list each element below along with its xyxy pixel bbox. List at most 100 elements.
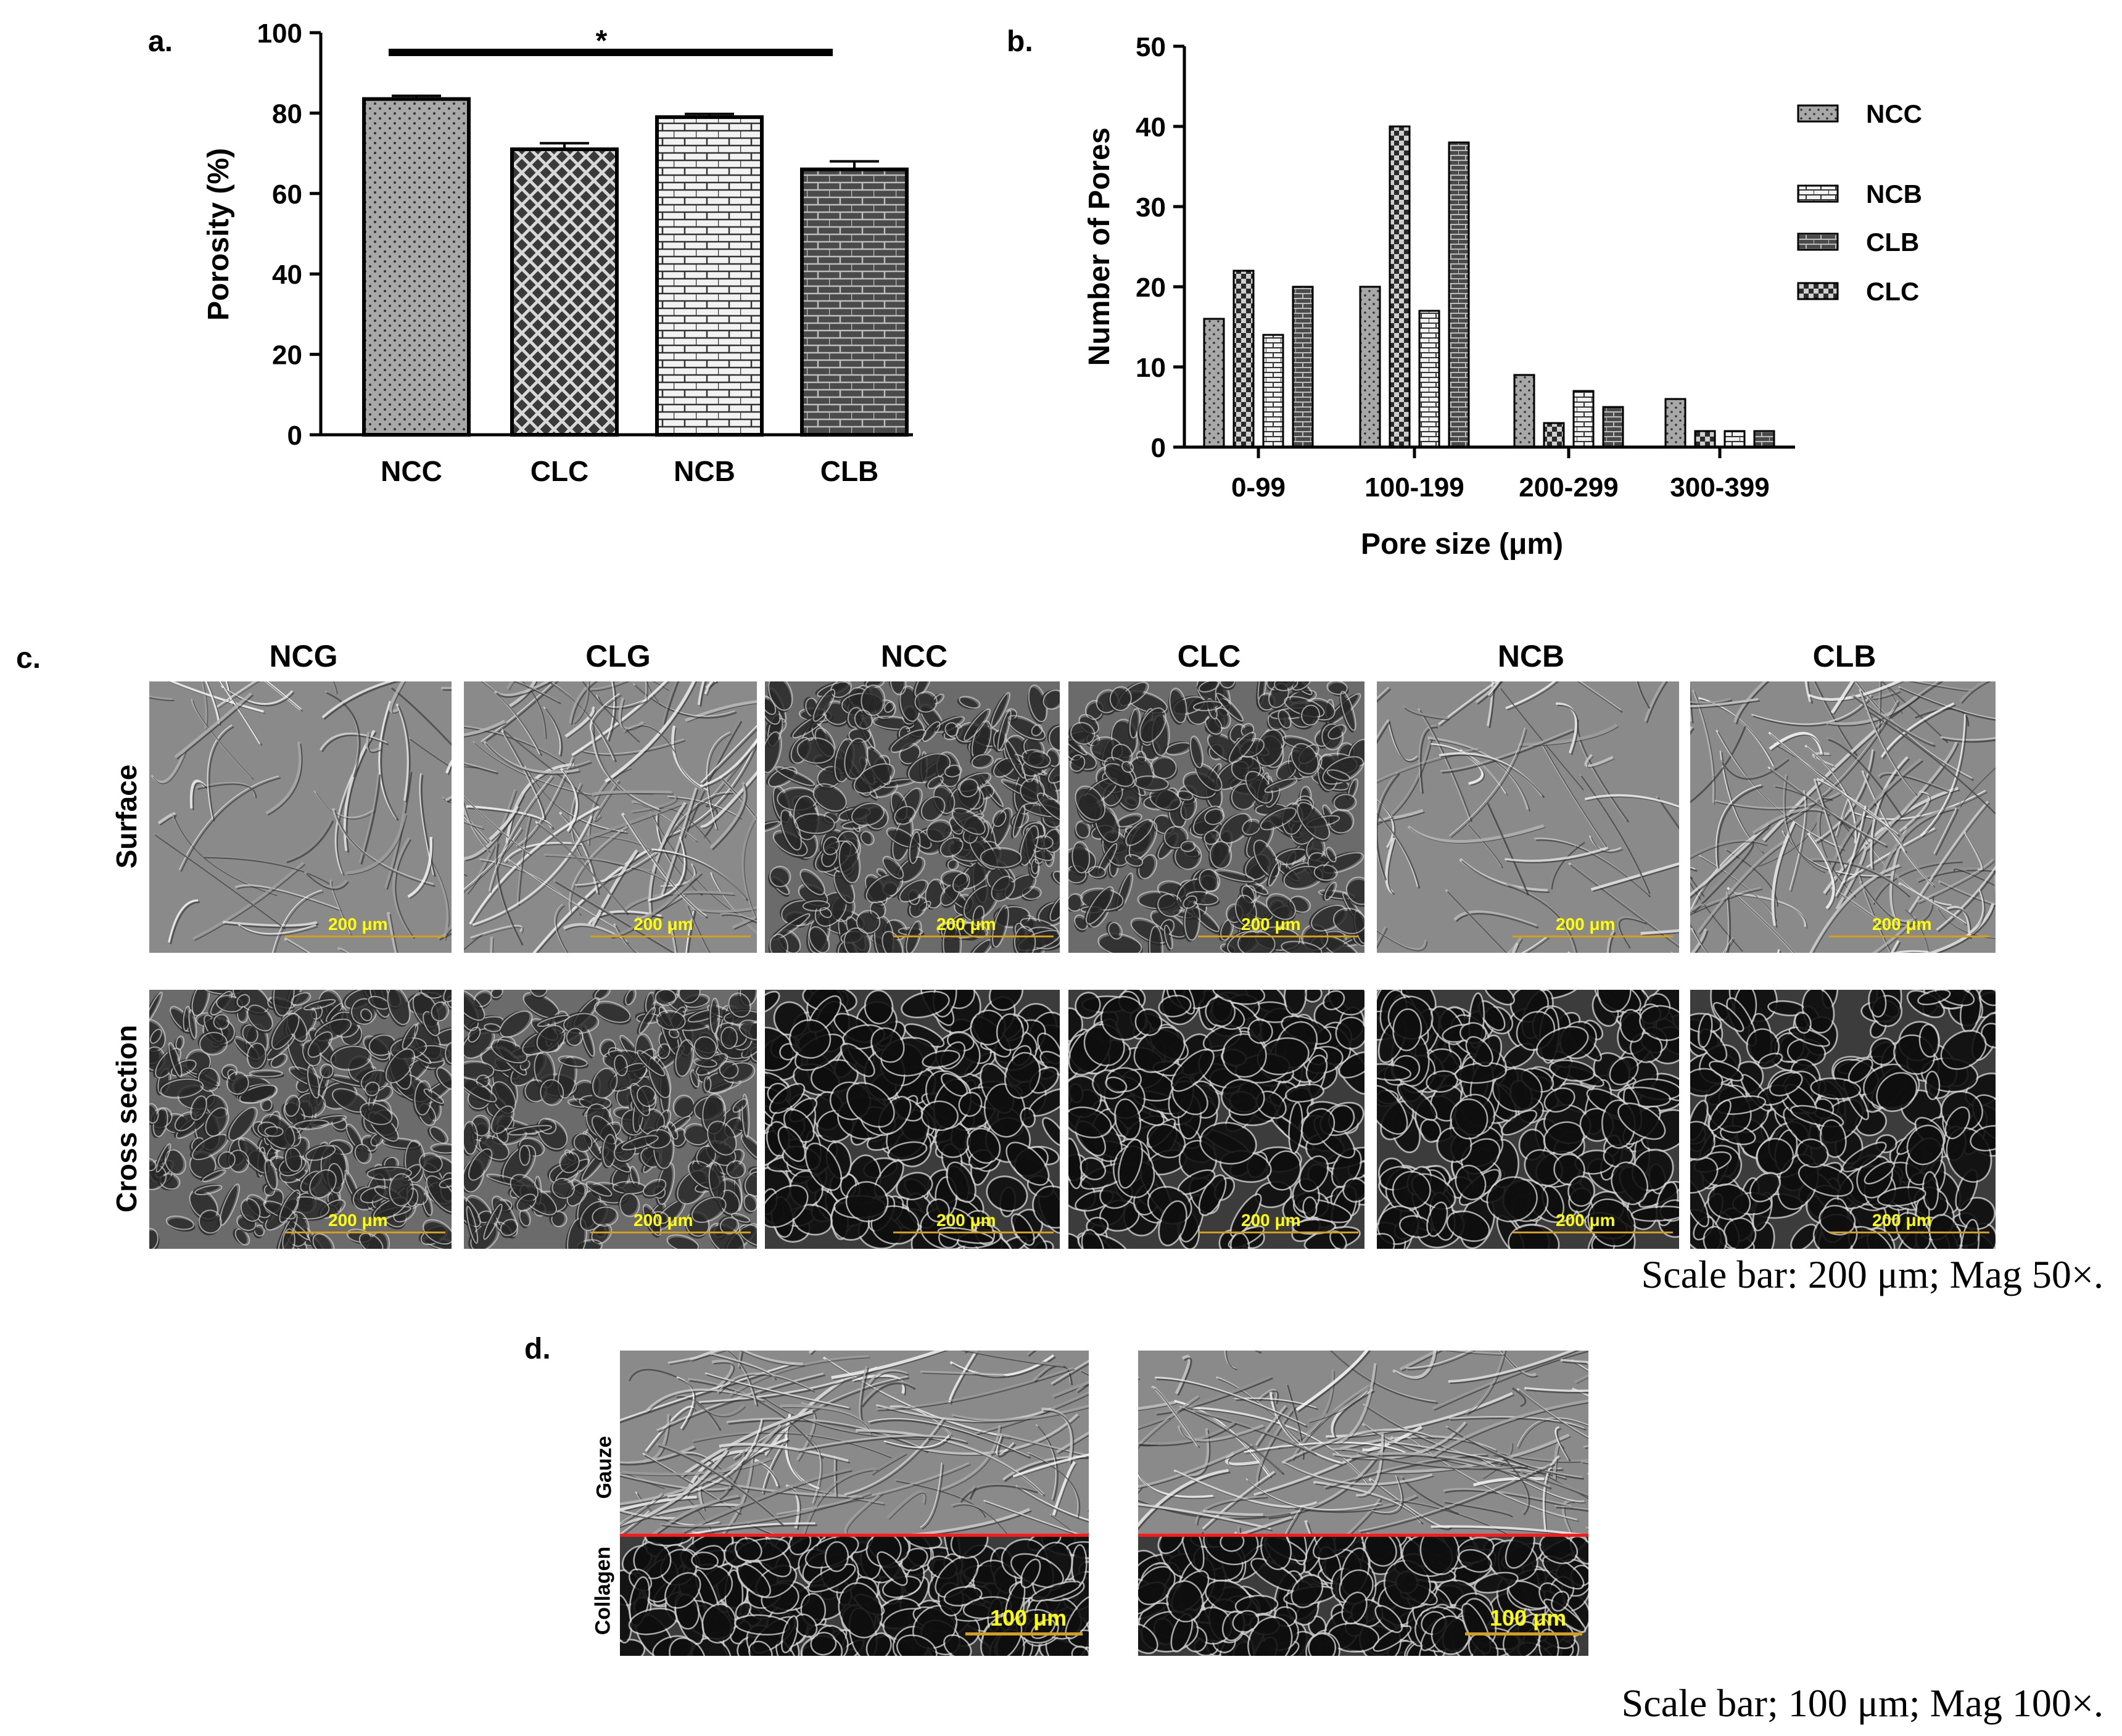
y-tick-label: 80: [272, 99, 302, 129]
bar-clc-100-199: [1389, 125, 1411, 448]
legend-label-ncb: NCB: [1866, 179, 1922, 208]
bar-ncb-0-99: [1262, 334, 1284, 448]
panel-label-d: d.: [524, 1333, 551, 1365]
porosity-chart: 0 20 40 60 80 100 NCC CLC NCB CLB Porosity (%) *: [202, 19, 913, 487]
y-axis: 0 20 40 60 80 100: [257, 19, 323, 451]
legend-swatch-clc: [1797, 282, 1839, 300]
bar-clc-0-99: [1232, 269, 1255, 448]
caption-panel-c: Scale bar: 200 μm; Mag 50×.: [1641, 1253, 2103, 1296]
y-tick-label: 0: [287, 421, 302, 451]
sem-image-clc-cross-section: 200 μm: [1068, 990, 1364, 1249]
sem-image-interface-1: 100 μm: [620, 1351, 1089, 1656]
label-collagen: Collagen: [591, 1546, 615, 1635]
sem-image-ncg-cross-section: 200 μm: [149, 990, 452, 1249]
y-tick-label: 0: [1151, 433, 1166, 463]
bar-ncc: [362, 97, 471, 437]
bar-clb: [800, 167, 909, 437]
sem-image-clb-surface: 200 μm: [1690, 681, 1996, 953]
row-label-cross-section: Cross section: [110, 1024, 142, 1213]
y-tick-label: 10: [1136, 353, 1166, 383]
row-label-surface: Surface: [110, 764, 142, 869]
sem-image-ncc-cross-section: 200 μm: [765, 990, 1060, 1249]
bar-ncc-0-99: [1203, 318, 1225, 448]
label-gauze: Gauze: [592, 1436, 616, 1499]
bar-clc-300-399: [1694, 430, 1716, 448]
sem-image-clc-surface: 200 μm: [1068, 681, 1364, 953]
x-tick-label: 0-99: [1231, 472, 1286, 503]
sem-image-clg-cross-section: 200 μm: [464, 990, 757, 1249]
bar-clc-200-299: [1543, 422, 1565, 448]
y-tick-label: 100: [257, 19, 302, 49]
scale-bar-label: 100 μm: [1490, 1605, 1567, 1631]
x-tick-label: CLC: [530, 455, 589, 487]
scale-bar-line: [285, 1232, 445, 1233]
scale-bar-line: [893, 1232, 1054, 1233]
significance-star: *: [596, 25, 608, 57]
y-tick-label: 60: [272, 179, 302, 210]
bar-clc: [510, 147, 619, 437]
gauze-collagen-interface-line: [1138, 1534, 1588, 1537]
x-tick-label: 200-299: [1519, 472, 1618, 503]
sem-image-ncb-surface: 200 μm: [1377, 681, 1679, 953]
scale-bar-line: [1513, 936, 1673, 937]
column-title-clb: CLB: [1812, 639, 1876, 673]
scale-bar-line: [1465, 1632, 1582, 1635]
scale-bar-line: [893, 936, 1054, 937]
y-tick-label: 30: [1136, 192, 1166, 223]
scale-bar-label: 200 μm: [1241, 915, 1301, 934]
x-tick-label: NCC: [381, 455, 442, 487]
bar-ncc-300-399: [1664, 398, 1686, 448]
scale-bar-label: 200 μm: [328, 1211, 388, 1230]
y-tick-label: 50: [1136, 32, 1166, 62]
x-tick-label: CLB: [820, 455, 879, 487]
scale-bar-line: [965, 1632, 1083, 1635]
scale-bar-line: [590, 1232, 751, 1233]
legend: NCC NCB CLB CLC: [1797, 99, 1922, 306]
scale-bar-line: [1198, 1232, 1358, 1233]
bar-ncb-200-299: [1572, 390, 1595, 448]
caption-panel-d: Scale bar; 100 μm; Mag 100×.: [1621, 1681, 2103, 1725]
scale-bar-line: [1829, 1232, 1989, 1233]
scale-bar-label: 200 μm: [1556, 915, 1616, 934]
legend-label-clb: CLB: [1866, 228, 1919, 257]
column-title-clc: CLC: [1177, 639, 1241, 673]
x-tick-label: NCB: [674, 455, 735, 487]
legend-swatch-clb: [1797, 232, 1839, 251]
legend-label-clc: CLC: [1866, 277, 1919, 306]
bar-clb-200-299: [1602, 406, 1624, 448]
scale-bar-label: 200 μm: [1241, 1211, 1301, 1230]
x-axis-label: Pore size (μm): [1361, 528, 1563, 561]
column-title-clg: CLG: [585, 639, 651, 673]
scale-bar-label: 100 μm: [990, 1605, 1067, 1631]
sem-image-clb-cross-section: 200 μm: [1690, 990, 1996, 1249]
sem-image-clg-surface: 200 μm: [464, 681, 757, 953]
bar-ncb: [655, 115, 764, 437]
legend-swatch-ncb: [1797, 184, 1839, 203]
scale-bar-label: 200 μm: [328, 915, 388, 934]
y-tick-label: 40: [1136, 112, 1166, 142]
scale-bar-line: [1513, 1232, 1673, 1233]
column-title-ncg: NCG: [269, 639, 338, 673]
sem-image-ncb-cross-section: 200 μm: [1377, 990, 1679, 1249]
scale-bar-label: 200 μm: [1556, 1211, 1616, 1230]
bar-ncc-100-199: [1359, 286, 1381, 448]
y-tick-label: 40: [272, 260, 302, 290]
scale-bar-label: 200 μm: [936, 1211, 996, 1230]
sem-image-ncc-surface: 200 μm: [765, 681, 1060, 953]
gauze-collagen-interface-line: [620, 1534, 1089, 1537]
scale-bar-label: 200 μm: [634, 915, 693, 934]
bar-clb-0-99: [1292, 286, 1314, 448]
bar-clb-100-199: [1448, 141, 1470, 448]
legend-label-ncc: NCC: [1866, 99, 1922, 128]
pore-size-chart: 0 10 20 30 40 50 0-99 100-199 200-299 300-399 NC…: [1083, 32, 1922, 561]
panel-label-a: a.: [148, 25, 173, 58]
x-axis: 0-99 100-199 200-299 300-399: [1184, 445, 1795, 503]
sem-image-ncg-surface: 200 μm: [149, 681, 452, 953]
scale-bar-label: 200 μm: [1872, 915, 1932, 934]
scale-bar-line: [1198, 936, 1358, 937]
scale-bar-label: 200 μm: [634, 1211, 693, 1230]
y-tick-label: 20: [272, 340, 302, 371]
bar-ncc-200-299: [1513, 374, 1535, 448]
bar-clb-300-399: [1753, 430, 1775, 448]
bar-group: [362, 49, 909, 437]
